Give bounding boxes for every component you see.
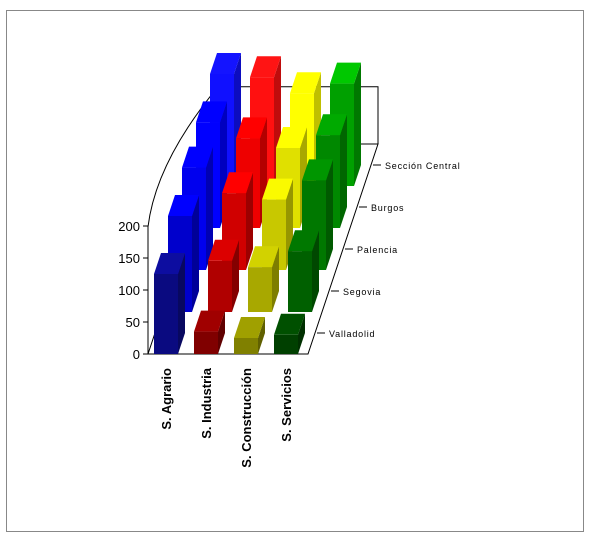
y-tick-label: 150 [118, 251, 140, 266]
y-tick-label: 50 [126, 315, 140, 330]
bar-front [248, 267, 272, 312]
bar-top [236, 117, 267, 139]
category-label: S. Construcción [239, 368, 254, 468]
bar-side [192, 195, 199, 312]
bar [208, 239, 239, 312]
bar [288, 230, 319, 312]
bar-top [330, 62, 361, 84]
y-tick-label: 100 [118, 283, 140, 298]
depth-label: Valladolid [329, 329, 375, 339]
bar-side [178, 253, 185, 354]
bar-top [196, 101, 227, 123]
bar-top [154, 253, 185, 274]
bar-top [234, 317, 265, 338]
bar-front [154, 274, 178, 354]
category-label: S. Servicios [279, 368, 294, 442]
depth-label: Burgos [371, 203, 404, 213]
bar [274, 313, 305, 354]
y-tick-label: 200 [118, 219, 140, 234]
bar-top [250, 56, 281, 78]
depth-label: Palencia [357, 245, 398, 255]
bar-front [194, 331, 218, 354]
category-axis: S. Agrario S. Industria S. Construcción S. … [159, 367, 294, 467]
bar [234, 317, 265, 354]
chart-bars [154, 53, 361, 354]
bar-top [208, 239, 239, 261]
bar-front [234, 338, 258, 354]
bar-side [326, 159, 333, 270]
bar-front [208, 260, 232, 312]
bar-top [222, 172, 253, 194]
bar-front [288, 251, 312, 312]
bar-side [258, 317, 265, 354]
bar-side [232, 239, 239, 312]
bar-top [276, 127, 307, 148]
bar-side [246, 172, 253, 270]
chart-frame: 0 50 100 150 200 Valladolid Segovia Palencia Bu… [6, 10, 584, 532]
bar-side [354, 62, 361, 186]
bar-top [248, 246, 279, 268]
bar-top [288, 230, 319, 252]
bar-top [210, 53, 241, 74]
bar [194, 310, 225, 354]
bar-top [182, 146, 213, 168]
y-tick-label: 0 [133, 347, 140, 362]
bar-top [262, 178, 293, 200]
bar-top [168, 195, 199, 216]
bar-top [290, 72, 321, 94]
bar-side [298, 313, 305, 354]
bar-side [312, 230, 319, 312]
bar-side [206, 146, 213, 270]
bar-top [302, 159, 333, 181]
value-axis: 0 50 100 150 200 [118, 219, 149, 362]
bar-top [194, 310, 225, 332]
bar-top [274, 313, 305, 335]
depth-axis: Valladolid Segovia Palencia Burgos Sección C… [317, 161, 461, 339]
depth-label: Segovia [343, 287, 381, 297]
bar-side [340, 114, 347, 228]
chart-3d-bar: 0 50 100 150 200 Valladolid Segovia Palencia Bu… [118, 53, 461, 468]
category-label: S. Agrario [159, 368, 174, 430]
depth-label: Sección Central [385, 161, 461, 171]
bar-top [316, 114, 347, 136]
bar-side [272, 246, 279, 312]
bar-side [218, 310, 225, 354]
bar-front [274, 334, 298, 354]
category-label: S. Industria [199, 367, 214, 439]
bar [154, 253, 185, 354]
bar [248, 246, 279, 312]
